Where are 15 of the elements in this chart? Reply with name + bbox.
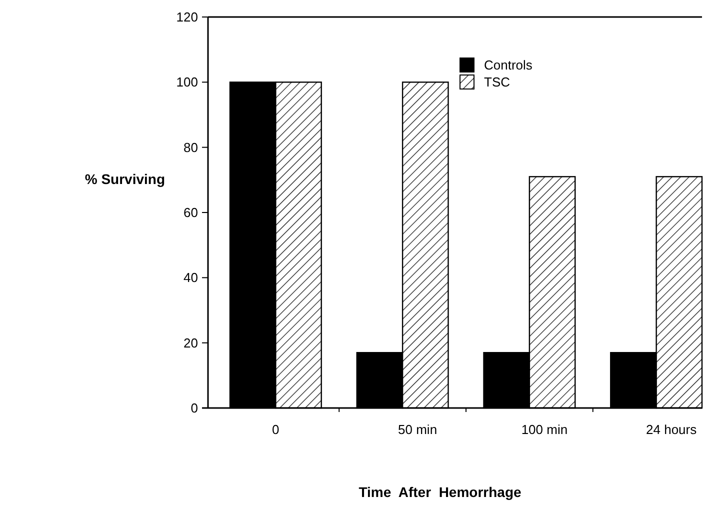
y-tick-label: 20 [184,335,198,350]
y-tick-label: 40 [184,270,198,286]
x-tick-label: 24 hours [646,422,698,437]
x-axis-title: Time After Hemorrhage [358,484,522,500]
y-tick-label: 80 [184,140,198,155]
legend-label: Controls [484,58,533,73]
y-tick-label: 120 [176,10,198,25]
y-tick-label: 0 [190,400,198,416]
legend-label: TSC [484,74,510,90]
y-tick-label: 60 [184,205,198,220]
y-tick-label: 100 [176,74,198,90]
x-tick-label: 0 [272,422,280,437]
x-tick-label: 100 min [521,422,568,437]
y-axis-title: % Surviving [84,171,165,187]
x-tick-label: 50 min [398,422,438,437]
